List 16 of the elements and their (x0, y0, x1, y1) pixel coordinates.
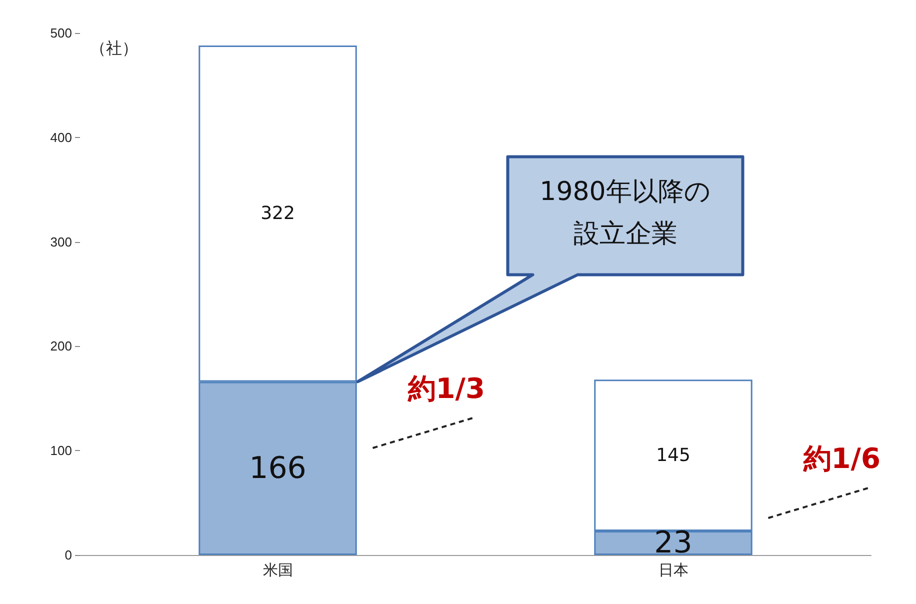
y-tick-label: 200 (50, 338, 72, 354)
data-label: 322 (260, 203, 295, 224)
data-label: 23 (654, 525, 692, 560)
annotation: 約1/3 (408, 371, 485, 407)
data-label: 145 (656, 444, 690, 466)
y-tick-label: 0 (64, 548, 72, 562)
x-tick-label: 米国 (262, 562, 293, 579)
y-tick-label: 300 (50, 234, 72, 250)
data-label: 166 (249, 450, 306, 486)
x-tick-label: 日本 (658, 562, 688, 579)
y-tick-label: 500 (50, 26, 72, 40)
y-tick-label: 400 (50, 130, 72, 145)
y-axis-title: （社） (90, 40, 138, 58)
y-tick-label: 100 (50, 443, 72, 458)
annotation: 約1/6 (803, 441, 880, 477)
annotation: 1980年以降の設立企業 (538, 176, 712, 251)
